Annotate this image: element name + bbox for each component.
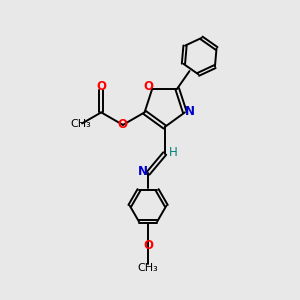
- Text: H: H: [169, 146, 177, 159]
- Text: O: O: [143, 239, 153, 252]
- Text: CH₃: CH₃: [138, 263, 158, 273]
- Text: O: O: [96, 80, 106, 93]
- Text: O: O: [143, 80, 153, 93]
- Text: O: O: [117, 118, 127, 131]
- Text: N: N: [138, 165, 148, 178]
- Text: N: N: [184, 105, 195, 118]
- Text: CH₃: CH₃: [70, 119, 91, 129]
